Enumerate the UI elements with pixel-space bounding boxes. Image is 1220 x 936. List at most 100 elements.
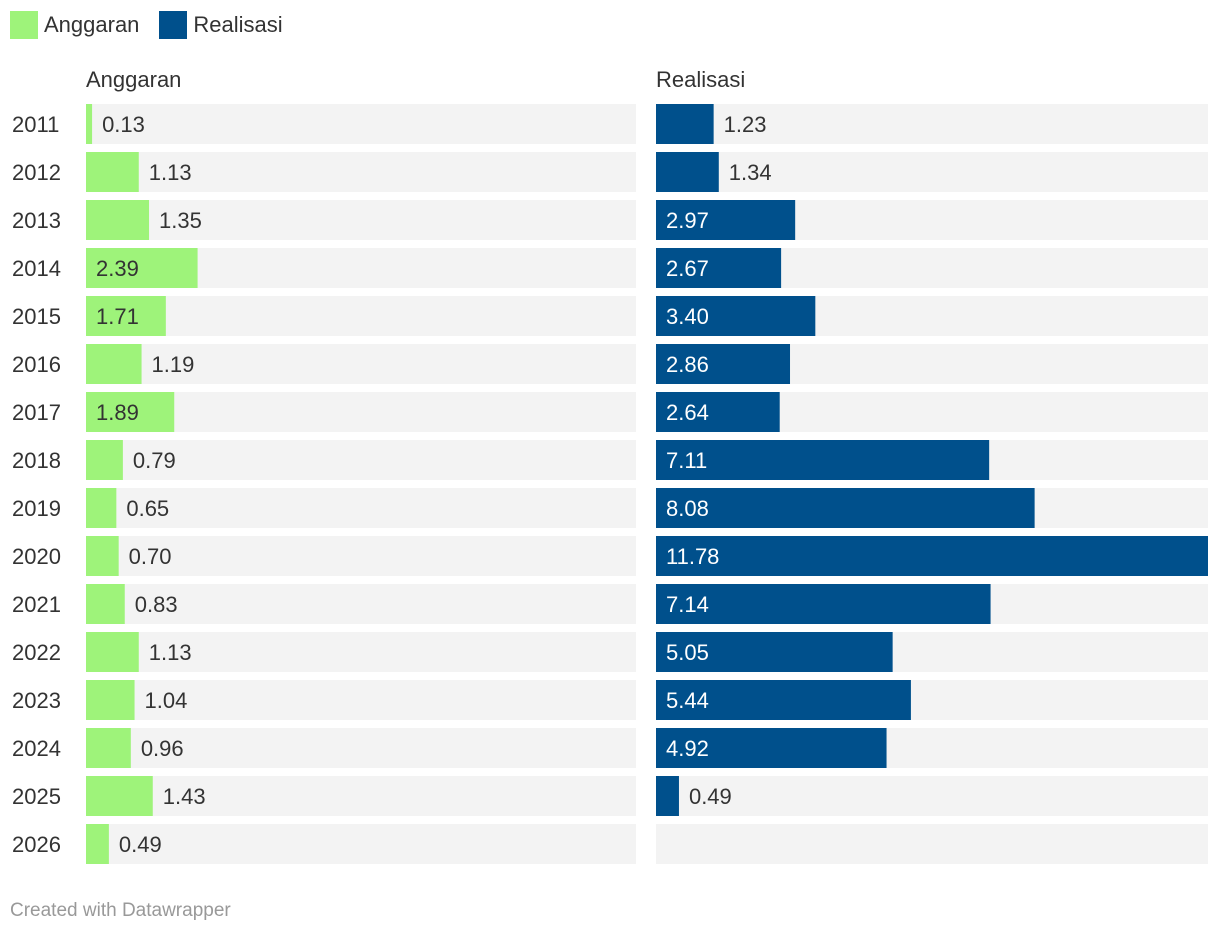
value-label-realisasi-2017: 2.64 <box>666 400 709 425</box>
legend-item-realisasi[interactable]: Realisasi <box>159 11 283 39</box>
bar-track-realisasi-2011 <box>656 104 1208 144</box>
bar-track-anggaran-2019 <box>86 488 636 528</box>
bar-realisasi-2021[interactable] <box>656 584 991 624</box>
bar-anggaran-2011[interactable] <box>86 104 93 144</box>
year-label-2013: 2013 <box>12 208 61 233</box>
bar-anggaran-2012[interactable] <box>86 152 139 192</box>
year-label-2018: 2018 <box>12 448 61 473</box>
bar-track-anggaran-2016 <box>86 344 636 384</box>
bar-track-anggaran-2018 <box>86 440 636 480</box>
value-label-realisasi-2013: 2.97 <box>666 208 709 233</box>
bar-anggaran-2026[interactable] <box>86 824 109 864</box>
panel-title-realisasi: Realisasi <box>656 67 745 92</box>
bar-anggaran-2018[interactable] <box>86 440 123 480</box>
bar-track-anggaran-2013 <box>86 200 636 240</box>
bar-anggaran-2025[interactable] <box>86 776 153 816</box>
bar-track-anggaran-2022 <box>86 632 636 672</box>
value-label-anggaran-2021: 0.83 <box>135 592 178 617</box>
value-label-anggaran-2026: 0.49 <box>119 832 162 857</box>
bar-track-anggaran-2023 <box>86 680 636 720</box>
year-label-2021: 2021 <box>12 592 61 617</box>
legend-label-realisasi: Realisasi <box>193 12 283 37</box>
panel-title-anggaran: Anggaran <box>86 67 181 92</box>
bar-realisasi-2022[interactable] <box>656 632 893 672</box>
bar-realisasi-2018[interactable] <box>656 440 990 480</box>
bar-anggaran-2014[interactable] <box>86 248 198 288</box>
value-label-anggaran-2016: 1.19 <box>152 352 195 377</box>
value-label-anggaran-2023: 1.04 <box>145 688 188 713</box>
value-label-realisasi-2022: 5.05 <box>666 640 709 665</box>
bar-realisasi-2019[interactable] <box>656 488 1035 528</box>
value-label-anggaran-2015: 1.71 <box>96 304 139 329</box>
value-label-realisasi-2012: 1.34 <box>729 160 772 185</box>
bar-anggaran-2024[interactable] <box>86 728 131 768</box>
bar-realisasi-2013[interactable] <box>656 200 796 240</box>
value-label-anggaran-2012: 1.13 <box>149 160 192 185</box>
bar-realisasi-2011[interactable] <box>656 104 714 144</box>
bar-realisasi-2025[interactable] <box>656 776 679 816</box>
bar-realisasi-2024[interactable] <box>656 728 887 768</box>
legend-label-anggaran: Anggaran <box>44 12 140 37</box>
value-label-realisasi-2019: 8.08 <box>666 496 709 521</box>
bar-anggaran-2017[interactable] <box>86 392 175 432</box>
value-label-anggaran-2019: 0.65 <box>126 496 169 521</box>
chart: 2011 2012 2013 2014 2015 2016 2017 2018 2019 2020… <box>12 67 1208 864</box>
bar-anggaran-2022[interactable] <box>86 632 139 672</box>
value-label-anggaran-2018: 0.79 <box>133 448 176 473</box>
bar-track-realisasi-2025 <box>656 776 1208 816</box>
year-label-2015: 2015 <box>12 304 61 329</box>
footer-credit: Created with Datawrapper <box>10 900 231 921</box>
year-label-2019: 2019 <box>12 496 61 521</box>
bar-anggaran-2020[interactable] <box>86 536 119 576</box>
bar-track-anggaran-2017 <box>86 392 636 432</box>
value-label-realisasi-2024: 4.92 <box>666 736 709 761</box>
value-label-realisasi-2025: 0.49 <box>689 784 732 809</box>
bar-track-anggaran-2020 <box>86 536 636 576</box>
bar-track-anggaran-2026 <box>86 824 636 864</box>
year-label-2022: 2022 <box>12 640 61 665</box>
bar-anggaran-2019[interactable] <box>86 488 117 528</box>
bar-track-realisasi-2012 <box>656 152 1208 192</box>
legend-item-anggaran[interactable]: Anggaran <box>10 11 139 39</box>
value-label-anggaran-2022: 1.13 <box>149 640 192 665</box>
year-label-2020: 2020 <box>12 544 61 569</box>
year-label-2017: 2017 <box>12 400 61 425</box>
bar-realisasi-2023[interactable] <box>656 680 911 720</box>
bar-track-anggaran-2021 <box>86 584 636 624</box>
value-label-anggaran-2017: 1.89 <box>96 400 139 425</box>
value-label-anggaran-2014: 2.39 <box>96 256 139 281</box>
legend-swatch-realisasi <box>159 11 188 39</box>
bar-realisasi-2012[interactable] <box>656 152 719 192</box>
year-label-2011: 2011 <box>12 112 59 137</box>
legend: Anggaran Realisasi <box>10 10 303 40</box>
bar-realisasi-2020[interactable] <box>656 536 1208 576</box>
bar-anggaran-2015[interactable] <box>86 296 166 336</box>
bar-realisasi-2017[interactable] <box>656 392 780 432</box>
bar-anggaran-2023[interactable] <box>86 680 135 720</box>
bar-realisasi-2015[interactable] <box>656 296 816 336</box>
year-label-2014: 2014 <box>12 256 61 281</box>
bar-track-realisasi-2026 <box>656 824 1208 864</box>
bar-track-anggaran-2012 <box>86 152 636 192</box>
bar-track-anggaran-2025 <box>86 776 636 816</box>
legend-swatch-anggaran <box>10 11 38 39</box>
bar-track-anggaran-2011 <box>86 104 636 144</box>
value-label-anggaran-2011: 0.13 <box>102 112 145 137</box>
value-label-anggaran-2025: 1.43 <box>163 784 206 809</box>
bar-realisasi-2016[interactable] <box>656 344 791 384</box>
bar-anggaran-2021[interactable] <box>86 584 125 624</box>
year-label-2012: 2012 <box>12 160 61 185</box>
bar-realisasi-2014[interactable] <box>656 248 782 288</box>
bar-anggaran-2016[interactable] <box>86 344 142 384</box>
bar-track-anggaran-2024 <box>86 728 636 768</box>
value-label-anggaran-2024: 0.96 <box>141 736 184 761</box>
bar-anggaran-2013[interactable] <box>86 200 150 240</box>
year-label-2025: 2025 <box>12 784 61 809</box>
value-label-realisasi-2015: 3.40 <box>666 304 709 329</box>
value-label-realisasi-2018: 7.11 <box>666 448 707 473</box>
value-label-realisasi-2014: 2.67 <box>666 256 709 281</box>
year-label-2026: 2026 <box>12 832 61 857</box>
year-label-2016: 2016 <box>12 352 61 377</box>
value-label-realisasi-2016: 2.86 <box>666 352 709 377</box>
value-label-realisasi-2023: 5.44 <box>666 688 709 713</box>
